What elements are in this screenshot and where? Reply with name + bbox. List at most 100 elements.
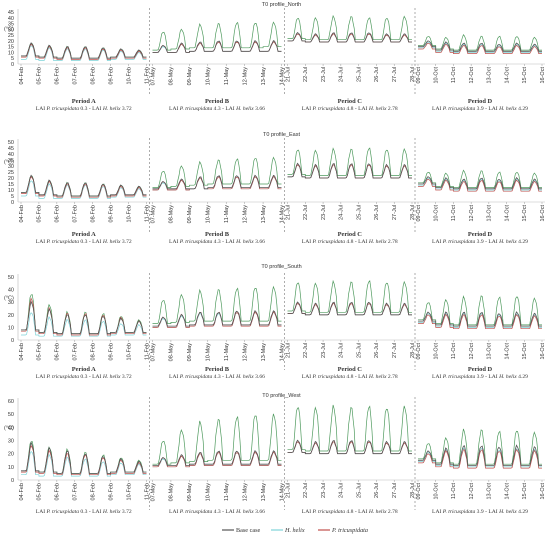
- series-line-tricuspidata: [21, 176, 147, 198]
- x-tick-label: 08-Feb: [91, 483, 97, 500]
- y-tick-label: 35: [8, 158, 14, 164]
- chart-title: T0 profile_South: [261, 264, 301, 270]
- series-line-base: [418, 176, 542, 190]
- x-tick-label: 15-Oct: [522, 67, 528, 84]
- x-tick-label: 04-Feb: [19, 343, 25, 360]
- x-tick-label: 11-Oct: [451, 483, 457, 500]
- x-tick-label: 09-Oct: [416, 205, 422, 222]
- y-tick-label: 0: [11, 478, 14, 484]
- x-tick-label: 09-May: [187, 205, 193, 224]
- y-axis-label: (°C): [4, 27, 14, 33]
- series-line-base: [21, 441, 147, 474]
- x-tick-label: 11-Feb: [144, 205, 150, 222]
- x-tick-label: 14-Oct: [504, 343, 510, 360]
- x-tick-label: 13-Oct: [487, 205, 493, 222]
- y-tick-label: 10: [8, 188, 14, 194]
- x-tick-label: 21-Jul: [285, 205, 291, 220]
- x-tick-label: 06-Feb: [55, 205, 61, 222]
- y-axis-label: (°C): [4, 425, 14, 431]
- x-tick-label: 24-Jul: [339, 205, 345, 220]
- x-tick-label: 15-Oct: [522, 343, 528, 360]
- x-tick-label: 06-Feb: [55, 67, 61, 84]
- x-tick-label: 24-Jul: [339, 483, 345, 498]
- x-tick-label: 04-Feb: [19, 67, 25, 84]
- x-tick-label: 12-May: [242, 67, 248, 86]
- series-line-base: [287, 301, 412, 316]
- lai-caption: LAI P. tricuspidata 4.3 - LAI H. helix 3…: [169, 106, 265, 112]
- y-tick-label: 20: [8, 313, 14, 319]
- x-tick-label: 14-Oct: [504, 205, 510, 222]
- x-tick-label: 05-Feb: [37, 67, 43, 84]
- x-tick-label: 05-Feb: [37, 343, 43, 360]
- x-tick-label: 12-Oct: [469, 205, 475, 222]
- series-line-tricuspidata: [21, 444, 147, 476]
- x-tick-label: 27-Jul: [392, 343, 398, 358]
- y-tick-label: 40: [8, 288, 14, 294]
- lai-caption: LAI P. tricuspidata 4.3 - LAI H. helix 3…: [169, 374, 265, 380]
- chart-title: T0 profile_East: [263, 132, 300, 138]
- y-tick-label: 10: [8, 50, 14, 56]
- x-tick-label: 10-May: [206, 343, 212, 362]
- series-line-tricuspidata: [418, 448, 542, 469]
- x-tick-label: 14-Oct: [504, 67, 510, 84]
- period-label: Period C: [338, 98, 363, 105]
- x-tick-label: 24-Jul: [339, 67, 345, 82]
- y-tick-label: 20: [8, 39, 14, 45]
- series-line-helix: [21, 451, 147, 477]
- series-line-green: [287, 14, 412, 41]
- x-tick-label: 06-Feb: [55, 483, 61, 500]
- series-line-green: [152, 21, 282, 51]
- x-tick-label: 12-Oct: [469, 67, 475, 84]
- x-tick-label: 11-Oct: [451, 343, 457, 360]
- lai-caption: LAI P. tricuspidata 0.3 - LAI H. helix 3…: [36, 239, 132, 245]
- lai-caption: LAI P. tricuspidata 3.9 - LAI H. helix 4…: [432, 239, 528, 245]
- series-line-base: [418, 444, 542, 466]
- x-tick-label: 21-Jul: [285, 483, 291, 498]
- x-tick-label: 09-May: [187, 483, 193, 502]
- x-tick-label: 22-Jul: [303, 343, 309, 358]
- series-line-base: [287, 439, 412, 455]
- y-tick-label: 40: [8, 16, 14, 22]
- x-tick-label: 09-May: [187, 67, 193, 86]
- x-tick-label: 25-Jul: [356, 205, 362, 220]
- legend-label-helix: H. helix: [284, 527, 305, 534]
- x-tick-label: 25-Jul: [356, 67, 362, 82]
- x-tick-label: 09-Oct: [416, 67, 422, 84]
- lai-caption: LAI P. tricuspidata 0.3 - LAI H. helix 3…: [36, 374, 132, 380]
- lai-caption: LAI P. tricuspidata 4.8 - LAI H. helix 2…: [302, 374, 398, 380]
- series-line-green: [418, 33, 542, 51]
- series-line-base: [152, 449, 282, 466]
- x-tick-label: 14-May: [279, 67, 285, 86]
- chart-title: T0 profile_West: [262, 393, 301, 399]
- legend-label-base: Base case: [236, 527, 260, 534]
- period-label: Period C: [338, 231, 363, 238]
- lai-caption: LAI P. tricuspidata 3.9 - LAI H. helix 4…: [432, 374, 528, 380]
- x-tick-label: 12-Oct: [469, 483, 475, 500]
- y-tick-label: 50: [8, 140, 14, 146]
- x-tick-label: 07-Feb: [73, 205, 79, 222]
- x-tick-label: 27-Jul: [392, 67, 398, 82]
- series-line-tricuspidata: [418, 178, 542, 192]
- y-tick-label: 10: [8, 465, 14, 471]
- x-tick-label: 09-Oct: [416, 343, 422, 360]
- series-line-tricuspidata: [152, 451, 282, 468]
- lai-caption: LAI P. tricuspidata 4.3 - LAI H. helix 3…: [169, 239, 265, 245]
- x-tick-label: 08-May: [169, 67, 175, 86]
- series-line-green: [152, 156, 282, 188]
- x-tick-label: 15-Oct: [522, 205, 528, 222]
- y-tick-label: 35: [8, 22, 14, 28]
- y-tick-label: 50: [8, 412, 14, 418]
- period-label: Period A: [72, 231, 96, 238]
- series-line-base: [21, 174, 147, 197]
- x-tick-label: 23-Jul: [321, 483, 327, 498]
- x-tick-label: 11-May: [224, 67, 230, 85]
- x-tick-label: 05-Feb: [37, 483, 43, 500]
- x-tick-label: 07-May: [150, 483, 156, 502]
- x-tick-label: 07-May: [150, 343, 156, 362]
- x-tick-label: 13-May: [261, 343, 267, 362]
- lai-caption: LAI P. tricuspidata 4.8 - LAI H. helix 2…: [302, 509, 398, 515]
- x-tick-label: 21-Jul: [285, 343, 291, 358]
- series-line-helix: [21, 312, 147, 337]
- y-tick-label: 30: [8, 300, 14, 306]
- x-tick-label: 13-May: [261, 67, 267, 86]
